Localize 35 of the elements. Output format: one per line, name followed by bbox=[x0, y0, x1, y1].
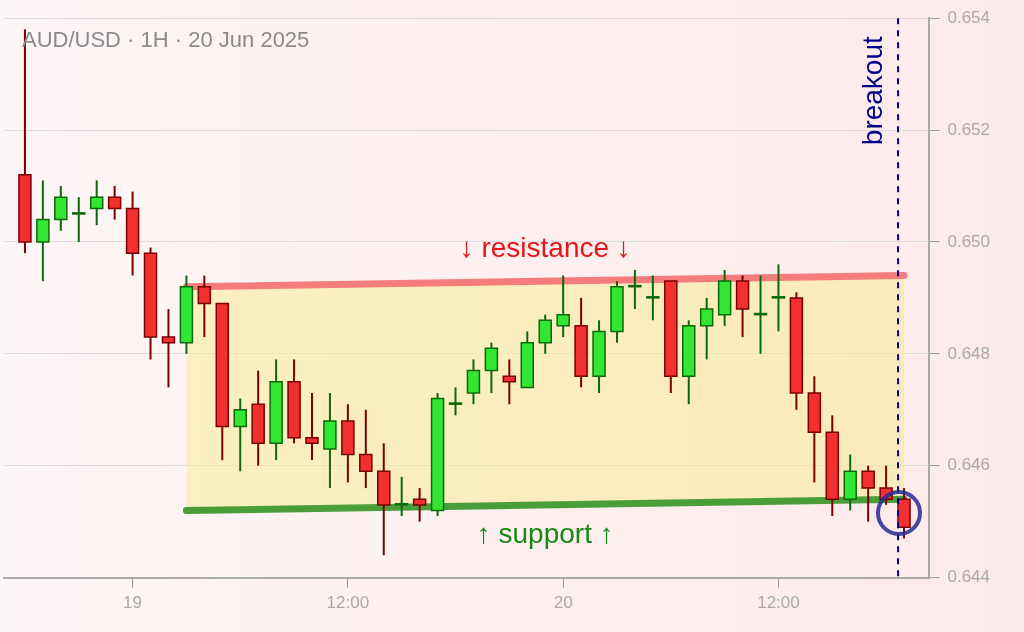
candlestick bbox=[197, 274, 212, 339]
ref-line-label: breakout bbox=[856, 35, 888, 146]
candlestick bbox=[89, 179, 104, 227]
candlestick bbox=[72, 196, 86, 243]
x-tick-label: 12:00 bbox=[326, 593, 370, 613]
y-tick-label: 0.650 bbox=[947, 231, 991, 251]
candlestick bbox=[484, 341, 499, 394]
candlestick bbox=[502, 358, 517, 406]
candlestick bbox=[412, 487, 427, 523]
candlestick bbox=[233, 397, 247, 473]
candlestick bbox=[54, 185, 68, 232]
candlestick bbox=[771, 263, 786, 333]
candlestick bbox=[36, 179, 50, 283]
candlestick bbox=[359, 408, 373, 490]
candlestick bbox=[861, 464, 875, 523]
candlestick bbox=[394, 475, 409, 518]
series-label: ↑ support ↑ bbox=[476, 517, 614, 549]
y-tick-label: 0.646 bbox=[947, 455, 991, 475]
candlestick bbox=[448, 386, 463, 417]
y-tick-label: 0.654 bbox=[947, 7, 991, 27]
candlestick bbox=[646, 274, 660, 322]
series-label: ↓ resistance ↓ bbox=[459, 231, 631, 263]
x-tick-label: 20 bbox=[553, 593, 573, 613]
candlestick bbox=[466, 358, 481, 406]
candlestick bbox=[305, 392, 319, 462]
candlestick bbox=[699, 296, 714, 361]
y-tick-label: 0.652 bbox=[947, 119, 991, 139]
y-tick-label: 0.644 bbox=[947, 567, 991, 587]
y-tick-label: 0.648 bbox=[947, 343, 991, 363]
candlestick bbox=[161, 308, 176, 389]
candlestick bbox=[556, 274, 570, 339]
x-tick-label: 19 bbox=[123, 593, 143, 613]
x-tick-label: 12:00 bbox=[757, 593, 800, 613]
candlestick bbox=[107, 185, 122, 221]
candlestick bbox=[538, 313, 552, 355]
